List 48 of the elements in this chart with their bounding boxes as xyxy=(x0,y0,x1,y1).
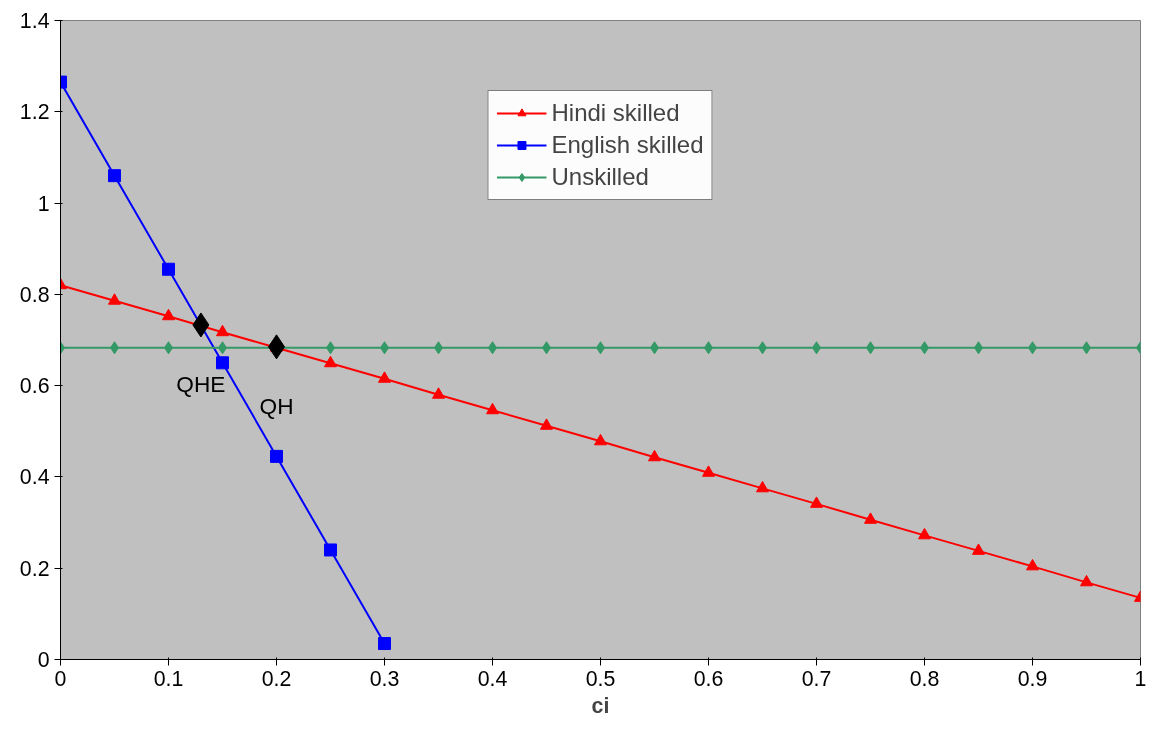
point xyxy=(216,356,229,370)
point xyxy=(216,324,229,337)
y-tick-label: 1.4 xyxy=(19,9,50,33)
point xyxy=(324,355,337,368)
legend-label: Unskilled xyxy=(551,163,649,191)
y-tick-label: 0 xyxy=(37,648,50,672)
x-tick-label: 0.9 xyxy=(1017,666,1048,691)
point xyxy=(648,449,661,462)
y-tick-label: 0.8 xyxy=(19,282,50,307)
point xyxy=(864,512,877,524)
point xyxy=(378,371,391,383)
point xyxy=(324,543,337,557)
point xyxy=(1080,574,1093,587)
point xyxy=(1026,558,1039,571)
y-tick-label: 0.4 xyxy=(19,465,50,490)
point xyxy=(108,293,121,305)
x-tick-label: 0.3 xyxy=(369,666,400,691)
x-tick-label: 0 xyxy=(54,666,67,691)
point xyxy=(702,465,715,477)
x-tick-label: 0.8 xyxy=(909,666,940,691)
legend-label: Hindi skilled xyxy=(551,99,680,127)
x-tick-label: 0.1 xyxy=(153,666,184,691)
point xyxy=(486,402,499,415)
point xyxy=(594,433,607,446)
y-tick-label: 0.2 xyxy=(19,556,50,581)
y-tick-label: 1 xyxy=(37,191,50,216)
x-tick-label: 0.7 xyxy=(801,666,832,691)
x-axis-title: ci xyxy=(591,693,610,718)
annotation: QH xyxy=(259,392,294,419)
point xyxy=(270,449,283,463)
point xyxy=(918,527,931,540)
point xyxy=(810,496,823,508)
point xyxy=(540,418,553,430)
x-tick-label: 0.5 xyxy=(585,666,616,691)
point xyxy=(432,387,445,399)
point xyxy=(972,543,985,555)
point xyxy=(108,169,121,183)
point xyxy=(162,308,175,321)
y-tick-label: 1.2 xyxy=(19,100,50,125)
legend-label: English skilled xyxy=(551,131,704,159)
point xyxy=(756,480,769,493)
x-tick-label: 0.6 xyxy=(693,666,724,691)
point xyxy=(162,262,175,276)
x-tick-label: 0.4 xyxy=(477,666,508,691)
y-tick-label: 0.6 xyxy=(19,374,50,399)
annotation: QHE xyxy=(176,370,226,397)
x-tick-label: 1 xyxy=(1134,666,1147,691)
x-tick-label: 0.2 xyxy=(261,666,292,691)
